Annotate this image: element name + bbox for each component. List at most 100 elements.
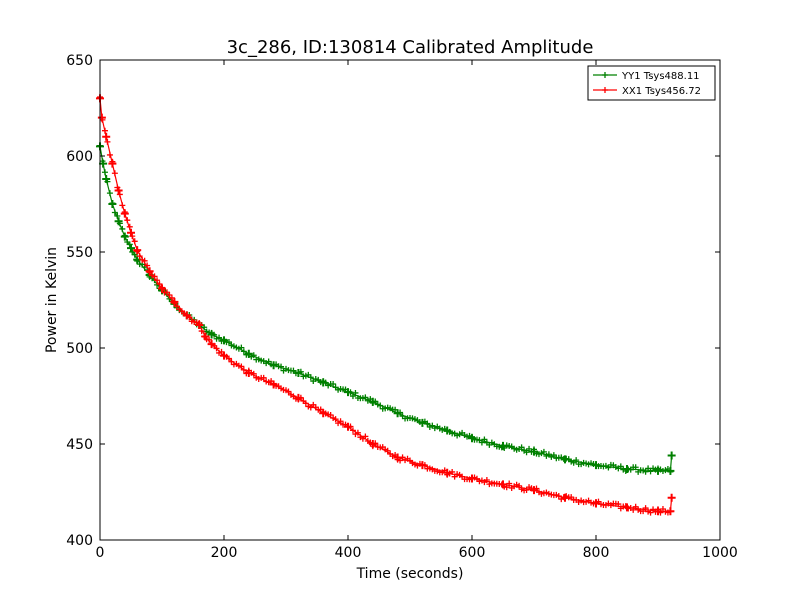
data-point xyxy=(592,499,600,508)
data-point-marker xyxy=(632,503,639,510)
data-point xyxy=(244,368,253,377)
data-point-marker xyxy=(647,468,654,475)
data-point-marker xyxy=(632,464,639,471)
data-point-marker xyxy=(483,477,490,484)
data-point-marker xyxy=(238,363,245,370)
data-point xyxy=(666,507,675,516)
data-point-marker xyxy=(506,480,513,487)
data-point xyxy=(667,493,676,502)
y-tick-label: 400 xyxy=(66,533,93,549)
data-point xyxy=(108,200,117,208)
data-point-marker xyxy=(126,223,133,230)
data-point-marker xyxy=(278,363,285,370)
data-point-marker xyxy=(285,388,292,395)
data-point-marker xyxy=(302,400,309,407)
data-point xyxy=(499,480,507,489)
data-point xyxy=(654,466,662,475)
x-tick-label: 200 xyxy=(211,545,238,561)
data-point xyxy=(127,228,135,237)
data-point-marker xyxy=(349,393,356,400)
axis-ticks: 0 200 400 600 800 1000 400 450 500 550 600 650 xyxy=(66,53,738,561)
data-point-marker xyxy=(240,366,247,373)
x-axis-label: Time (seconds) xyxy=(356,566,464,582)
legend-box xyxy=(587,65,716,101)
data-point-marker xyxy=(111,170,118,177)
data-point-marker xyxy=(173,303,180,310)
data-point-marker xyxy=(201,324,208,331)
data-point xyxy=(666,466,675,475)
data-point xyxy=(108,159,117,168)
data-point-marker xyxy=(141,257,148,264)
y-tick-label: 550 xyxy=(66,245,93,261)
data-point-marker xyxy=(555,493,562,500)
data-point xyxy=(443,426,452,435)
data-point-marker xyxy=(114,212,121,219)
data-point xyxy=(170,297,179,306)
data-point xyxy=(195,320,204,329)
data-point-marker xyxy=(615,501,622,508)
data-point xyxy=(120,209,129,218)
data-point xyxy=(344,422,352,431)
data-point-marker xyxy=(481,436,488,443)
data-point-marker xyxy=(362,433,369,440)
data-point xyxy=(530,447,538,456)
plot-frame xyxy=(99,59,721,541)
data-point-marker xyxy=(136,253,143,260)
legend-swatch-marker xyxy=(602,87,608,93)
data-point-marker xyxy=(516,482,523,489)
data-point-marker xyxy=(384,447,391,454)
data-point xyxy=(220,351,228,360)
data-point xyxy=(207,340,216,349)
data-point-marker xyxy=(518,444,525,451)
data-point xyxy=(145,267,154,276)
data-point-marker xyxy=(104,138,111,145)
data-point-marker xyxy=(213,345,220,352)
data-point xyxy=(393,453,402,462)
data-point-marker xyxy=(111,209,118,216)
legend-swatch-marker xyxy=(602,72,608,78)
data-point xyxy=(114,186,123,195)
data-point-marker xyxy=(337,418,344,425)
data-point xyxy=(294,393,303,402)
x-tick-label: 800 xyxy=(583,545,610,561)
data-point xyxy=(244,349,253,358)
data-point xyxy=(418,461,427,470)
data-point-marker xyxy=(330,381,337,388)
data-point xyxy=(114,217,123,226)
data-point-marker xyxy=(156,281,163,288)
data-point-marker xyxy=(225,339,232,346)
data-point xyxy=(120,232,129,241)
y-tick-label: 650 xyxy=(66,53,93,69)
data-point-marker xyxy=(154,277,161,284)
y-tick-label: 450 xyxy=(66,437,93,453)
data-point-marker xyxy=(101,169,108,176)
data-point-marker xyxy=(642,505,649,512)
data-point xyxy=(468,474,476,483)
data-point-marker xyxy=(550,452,557,459)
y-tick-label: 600 xyxy=(66,149,93,165)
data-point-marker xyxy=(119,202,126,209)
data-point-marker xyxy=(124,217,131,224)
legend: YY1 Tsys488.11 XX1 Tsys456.72 xyxy=(587,65,716,101)
data-point xyxy=(127,244,135,253)
data-point xyxy=(269,361,278,370)
data-point-marker xyxy=(151,273,158,280)
data-point xyxy=(201,332,210,341)
data-point-marker xyxy=(131,238,138,245)
data-point-marker xyxy=(198,328,205,335)
data-point xyxy=(319,378,328,387)
legend-entry-label: XX1 Tsys456.72 xyxy=(622,86,701,97)
series-yy1 xyxy=(96,142,676,475)
data-point xyxy=(561,455,569,464)
chart-title: 3c_286, ID:130814 Calibrated Amplitude xyxy=(227,37,594,58)
data-point-marker xyxy=(352,389,359,396)
data-point xyxy=(294,368,303,377)
data-point xyxy=(623,503,631,512)
data-point xyxy=(102,175,111,184)
data-point-marker xyxy=(349,427,356,434)
data-point-marker xyxy=(362,394,369,401)
data-point xyxy=(269,380,278,389)
x-tick-label: 1000 xyxy=(702,545,738,561)
data-point-marker xyxy=(617,463,624,470)
